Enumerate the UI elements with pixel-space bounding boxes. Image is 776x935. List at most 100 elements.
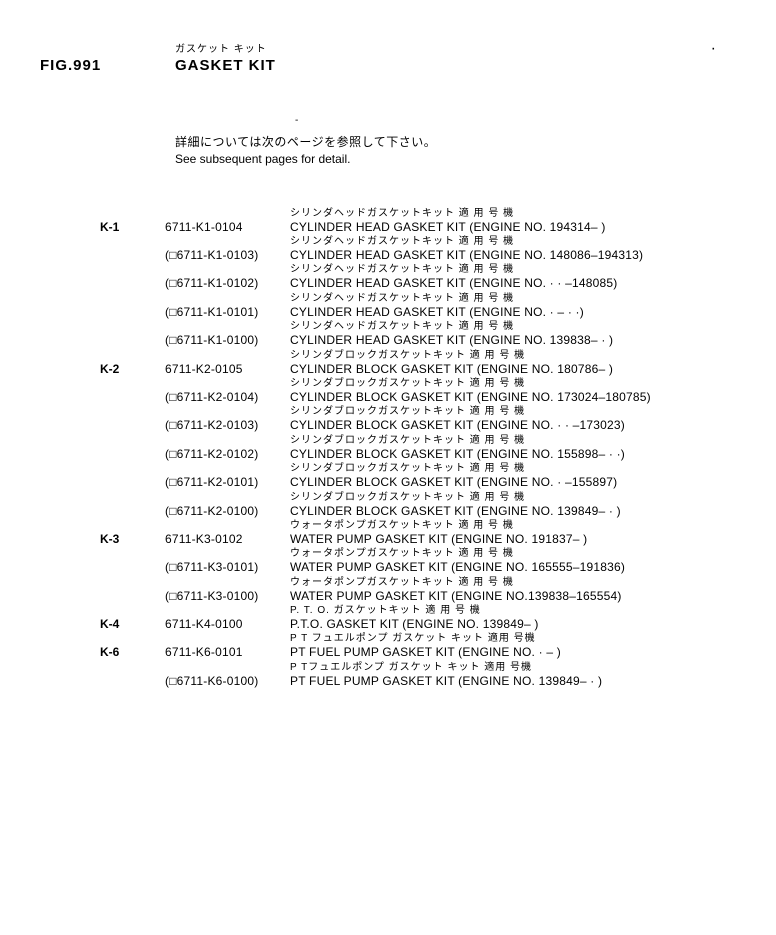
artifact-dot: - [295,115,298,126]
part-row: (□6711-K2-0100)シリンダブロックガスケットキット 適 用 号 機C… [100,492,756,518]
description-en: CYLINDER BLOCK GASKET KIT (ENGINE NO. · … [290,475,756,489]
description-en: CYLINDER HEAD GASKET KIT (ENGINE NO. · ·… [290,276,756,290]
artifact-dot: · [711,40,716,58]
part-number: (□6711-K2-0100) [165,492,290,518]
kit-key [100,548,165,560]
part-number: (□6711-K1-0102) [165,264,290,290]
part-number: (□6711-K3-0101) [165,548,290,574]
description-jp: P Tフュエルポンプ ガスケット キット 適用 号機 [290,662,756,674]
description-jp: シリンダブロックガスケットキット 適 用 号 機 [290,378,756,390]
part-row: K-36711-K3-0102ウォータポンプガスケットキット 適 用 号 機WA… [100,520,756,546]
description-jp: シリンダヘッドガスケットキット 適 用 号 機 [290,208,756,220]
description-en: CYLINDER BLOCK GASKET KIT (ENGINE NO. 18… [290,362,756,376]
kit-key [100,236,165,248]
description-en: P.T.O. GASKET KIT (ENGINE NO. 139849– ) [290,617,756,631]
description-jp: シリンダブロックガスケットキット 適 用 号 機 [290,406,756,418]
part-row: (□6711-K6-0100)P Tフュエルポンプ ガスケット キット 適用 号… [100,662,756,688]
part-description: シリンダブロックガスケットキット 適 用 号 機CYLINDER BLOCK G… [290,378,756,404]
part-description: シリンダブロックガスケットキット 適 用 号 機CYLINDER BLOCK G… [290,350,756,376]
kit-key: K-3 [100,520,165,546]
artifact-dot: · [330,574,332,580]
description-jp: シリンダブロックガスケットキット 適 用 号 機 [290,463,756,475]
part-number: (□6711-K2-0103) [165,406,290,432]
part-row: K-16711-K1-0104シリンダヘッドガスケットキット 適 用 号 機CY… [100,208,756,234]
description-en: CYLINDER HEAD GASKET KIT (ENGINE NO. 139… [290,333,756,347]
description-jp: P. T. O. ガスケットキット 適 用 号 機 [290,605,756,617]
description-jp: シリンダヘッドガスケットキット 適 用 号 機 [290,236,756,248]
part-number: (□6711-K2-0104) [165,378,290,404]
description-en: WATER PUMP GASKET KIT (ENGINE NO.139838–… [290,589,756,603]
description-en: CYLINDER HEAD GASKET KIT (ENGINE NO. · –… [290,305,756,319]
part-description: P. T. O. ガスケットキット 適 用 号 機P.T.O. GASKET K… [290,605,756,631]
part-number: 6711-K3-0102 [165,520,290,546]
description-jp: ウォータポンプガスケットキット 適 用 号 機 [290,577,756,589]
part-description: P T フュエルポンプ ガスケット キット 適用 号機PT FUEL PUMP … [290,633,756,659]
description-jp: ウォータポンプガスケットキット 適 用 号 機 [290,548,756,560]
part-number: (□6711-K1-0100) [165,321,290,347]
page: · - FIG.991 ガスケット キット GASKET KIT 詳細については… [0,0,776,710]
description-jp: P T フュエルポンプ ガスケット キット 適用 号機 [290,633,756,645]
description-jp: シリンダブロックガスケットキット 適 用 号 機 [290,492,756,504]
description-en: CYLINDER BLOCK GASKET KIT (ENGINE NO. 13… [290,504,756,518]
part-description: シリンダヘッドガスケットキット 適 用 号 機CYLINDER HEAD GAS… [290,264,756,290]
description-jp: シリンダブロックガスケットキット 適 用 号 機 [290,350,756,362]
kit-key [100,406,165,418]
description-en: WATER PUMP GASKET KIT (ENGINE NO. 165555… [290,560,756,574]
part-number: 6711-K6-0101 [165,633,290,659]
header: FIG.991 ガスケット キット GASKET KIT [40,40,756,74]
kit-key [100,264,165,276]
description-en: CYLINDER BLOCK GASKET KIT (ENGINE NO. 17… [290,390,756,404]
description-en: PT FUEL PUMP GASKET KIT (ENGINE NO. 1398… [290,674,756,688]
part-description: シリンダヘッドガスケットキット 適 用 号 機CYLINDER HEAD GAS… [290,293,756,319]
description-jp: シリンダブロックガスケットキット 適 用 号 機 [290,435,756,447]
kit-key [100,378,165,390]
description-en: CYLINDER BLOCK GASKET KIT (ENGINE NO. 15… [290,447,756,461]
description-en: CYLINDER HEAD GASKET KIT (ENGINE NO. 194… [290,220,756,234]
title-en: GASKET KIT [175,57,276,74]
title-block: ガスケット キット GASKET KIT [175,40,276,74]
part-row: K-26711-K2-0105シリンダブロックガスケットキット 適 用 号 機C… [100,350,756,376]
part-description: P Tフュエルポンプ ガスケット キット 適用 号機PT FUEL PUMP G… [290,662,756,688]
artifact-dot: · [200,654,202,660]
description-en: CYLINDER BLOCK GASKET KIT (ENGINE NO. · … [290,418,756,432]
description-en: WATER PUMP GASKET KIT (ENGINE NO. 191837… [290,532,756,546]
part-row: (□6711-K1-0100)シリンダヘッドガスケットキット 適 用 号 機CY… [100,321,756,347]
part-description: ウォータポンプガスケットキット 適 用 号 機WATER PUMP GASKET… [290,548,756,574]
kit-key [100,577,165,589]
kit-key [100,662,165,674]
note-en: See subsequent pages for detail. [175,151,756,168]
part-number: (□6711-K2-0101) [165,463,290,489]
part-row: (□6711-K2-0101)シリンダブロックガスケットキット 適 用 号 機C… [100,463,756,489]
part-description: シリンダブロックガスケットキット 適 用 号 機CYLINDER BLOCK G… [290,406,756,432]
part-row: (□6711-K3-0101)ウォータポンプガスケットキット 適 用 号 機WA… [100,548,756,574]
part-row: K-46711-K4-0100P. T. O. ガスケットキット 適 用 号 機… [100,605,756,631]
title-jp: ガスケット キット [175,40,276,55]
part-number: (□6711-K3-0100) [165,577,290,603]
part-number: (□6711-K1-0101) [165,293,290,319]
kit-key [100,321,165,333]
kit-key [100,435,165,447]
kit-key [100,492,165,504]
kit-key: K-1 [100,208,165,234]
kit-key [100,463,165,475]
part-number: (□6711-K1-0103) [165,236,290,262]
part-row: (□6711-K3-0100)ウォータポンプガスケットキット 適 用 号 機WA… [100,577,756,603]
part-row: (□6711-K1-0102)シリンダヘッドガスケットキット 適 用 号 機CY… [100,264,756,290]
kit-key: K-6 [100,633,165,659]
parts-list: K-16711-K1-0104シリンダヘッドガスケットキット 適 用 号 機CY… [100,208,756,689]
part-description: シリンダヘッドガスケットキット 適 用 号 機CYLINDER HEAD GAS… [290,236,756,262]
part-row: (□6711-K2-0102)シリンダブロックガスケットキット 適 用 号 機C… [100,435,756,461]
part-description: シリンダブロックガスケットキット 適 用 号 機CYLINDER BLOCK G… [290,463,756,489]
part-row: (□6711-K2-0104)シリンダブロックガスケットキット 適 用 号 機C… [100,378,756,404]
description-jp: シリンダヘッドガスケットキット 適 用 号 機 [290,264,756,276]
figure-label: FIG.991 [40,43,175,74]
kit-key [100,293,165,305]
part-number: 6711-K1-0104 [165,208,290,234]
part-description: シリンダブロックガスケットキット 適 用 号 機CYLINDER BLOCK G… [290,435,756,461]
description-jp: シリンダヘッドガスケットキット 適 用 号 機 [290,293,756,305]
note-block: 詳細については次のページを参照して下さい。 See subsequent pag… [175,134,756,168]
kit-key: K-4 [100,605,165,631]
part-row: (□6711-K1-0103)シリンダヘッドガスケットキット 適 用 号 機CY… [100,236,756,262]
part-description: シリンダブロックガスケットキット 適 用 号 機CYLINDER BLOCK G… [290,492,756,518]
note-jp: 詳細については次のページを参照して下さい。 [175,134,756,151]
